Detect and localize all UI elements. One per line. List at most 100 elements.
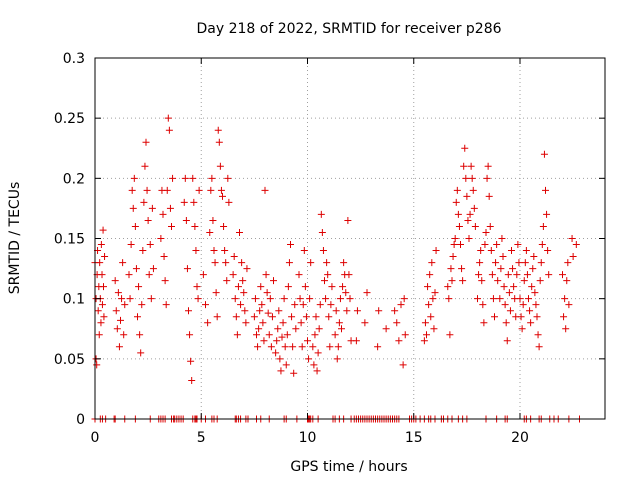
data-point xyxy=(459,277,467,285)
data-point xyxy=(504,271,512,279)
data-point xyxy=(465,235,473,242)
data-point xyxy=(159,210,167,218)
data-point xyxy=(527,319,535,327)
data-point xyxy=(545,271,553,279)
data-point xyxy=(241,307,249,315)
data-point xyxy=(134,313,141,321)
data-point xyxy=(95,331,103,339)
data-point xyxy=(334,343,342,351)
data-point xyxy=(321,277,328,285)
data-point xyxy=(451,235,459,242)
x-tick-label: 0 xyxy=(91,430,100,446)
data-point xyxy=(343,307,351,315)
data-point xyxy=(281,343,289,351)
data-point xyxy=(232,313,240,321)
data-point xyxy=(307,259,315,267)
data-point xyxy=(254,343,262,351)
data-point xyxy=(195,186,203,194)
data-point xyxy=(298,343,306,351)
data-point xyxy=(272,349,280,357)
data-point xyxy=(139,247,147,255)
data-point xyxy=(278,333,286,341)
data-point xyxy=(448,277,456,285)
data-point xyxy=(491,313,498,321)
y-tick-label: 0.3 xyxy=(63,51,85,67)
data-point xyxy=(131,222,139,230)
x-tick-label: 10 xyxy=(299,430,317,446)
data-point xyxy=(393,319,401,327)
data-point xyxy=(470,204,478,212)
data-point xyxy=(279,319,287,327)
data-point xyxy=(514,241,522,249)
data-point xyxy=(262,271,270,279)
data-point xyxy=(520,277,528,285)
data-point xyxy=(494,277,502,285)
data-point xyxy=(506,307,514,315)
data-point xyxy=(425,301,433,309)
data-point xyxy=(143,186,151,194)
data-point xyxy=(483,174,491,182)
data-point xyxy=(142,138,150,146)
data-point xyxy=(463,192,471,200)
data-point xyxy=(335,319,343,327)
data-point xyxy=(467,162,475,170)
data-point xyxy=(397,301,405,309)
data-point xyxy=(264,309,272,317)
data-point xyxy=(225,198,233,206)
data-point xyxy=(544,247,552,255)
x-axis-label: GPS time / hours xyxy=(290,459,407,475)
data-point xyxy=(160,253,168,261)
data-point xyxy=(231,295,239,303)
data-point xyxy=(217,186,225,194)
data-point xyxy=(199,271,207,279)
data-point xyxy=(342,289,350,297)
data-point xyxy=(374,343,382,351)
data-point xyxy=(453,186,461,194)
data-point xyxy=(189,174,197,182)
data-point xyxy=(497,265,505,273)
data-points xyxy=(91,114,583,423)
data-point xyxy=(306,295,314,303)
data-point xyxy=(322,295,330,303)
data-point xyxy=(339,283,347,291)
data-point xyxy=(333,355,341,363)
data-point xyxy=(114,289,122,297)
data-point xyxy=(323,259,331,267)
data-point xyxy=(499,253,507,261)
data-point xyxy=(315,325,323,333)
data-point xyxy=(273,337,281,345)
data-point xyxy=(224,174,232,182)
data-point xyxy=(462,174,470,182)
data-point xyxy=(316,301,324,309)
data-point xyxy=(458,265,466,273)
data-point xyxy=(484,162,492,170)
data-point xyxy=(250,313,258,321)
data-point xyxy=(169,174,177,182)
data-point xyxy=(255,325,263,333)
data-point xyxy=(521,259,529,267)
data-point xyxy=(479,301,487,309)
data-point xyxy=(119,259,127,267)
data-point xyxy=(534,331,542,339)
data-point xyxy=(340,259,348,267)
data-point xyxy=(99,226,107,234)
data-point xyxy=(302,313,310,321)
data-point xyxy=(192,247,200,255)
data-point xyxy=(215,138,223,146)
data-point xyxy=(263,289,271,297)
data-point xyxy=(291,301,299,309)
data-point xyxy=(500,283,508,291)
data-point xyxy=(98,301,106,309)
y-tick-label: 0.15 xyxy=(54,232,85,248)
data-point xyxy=(136,331,144,339)
data-point xyxy=(561,295,569,303)
data-point xyxy=(149,265,157,273)
data-point xyxy=(455,222,463,230)
data-point xyxy=(258,301,266,309)
data-point xyxy=(529,265,537,273)
data-point xyxy=(98,271,106,279)
data-point xyxy=(101,253,109,261)
data-point xyxy=(559,271,566,279)
data-point xyxy=(290,369,298,377)
data-point xyxy=(509,265,517,273)
